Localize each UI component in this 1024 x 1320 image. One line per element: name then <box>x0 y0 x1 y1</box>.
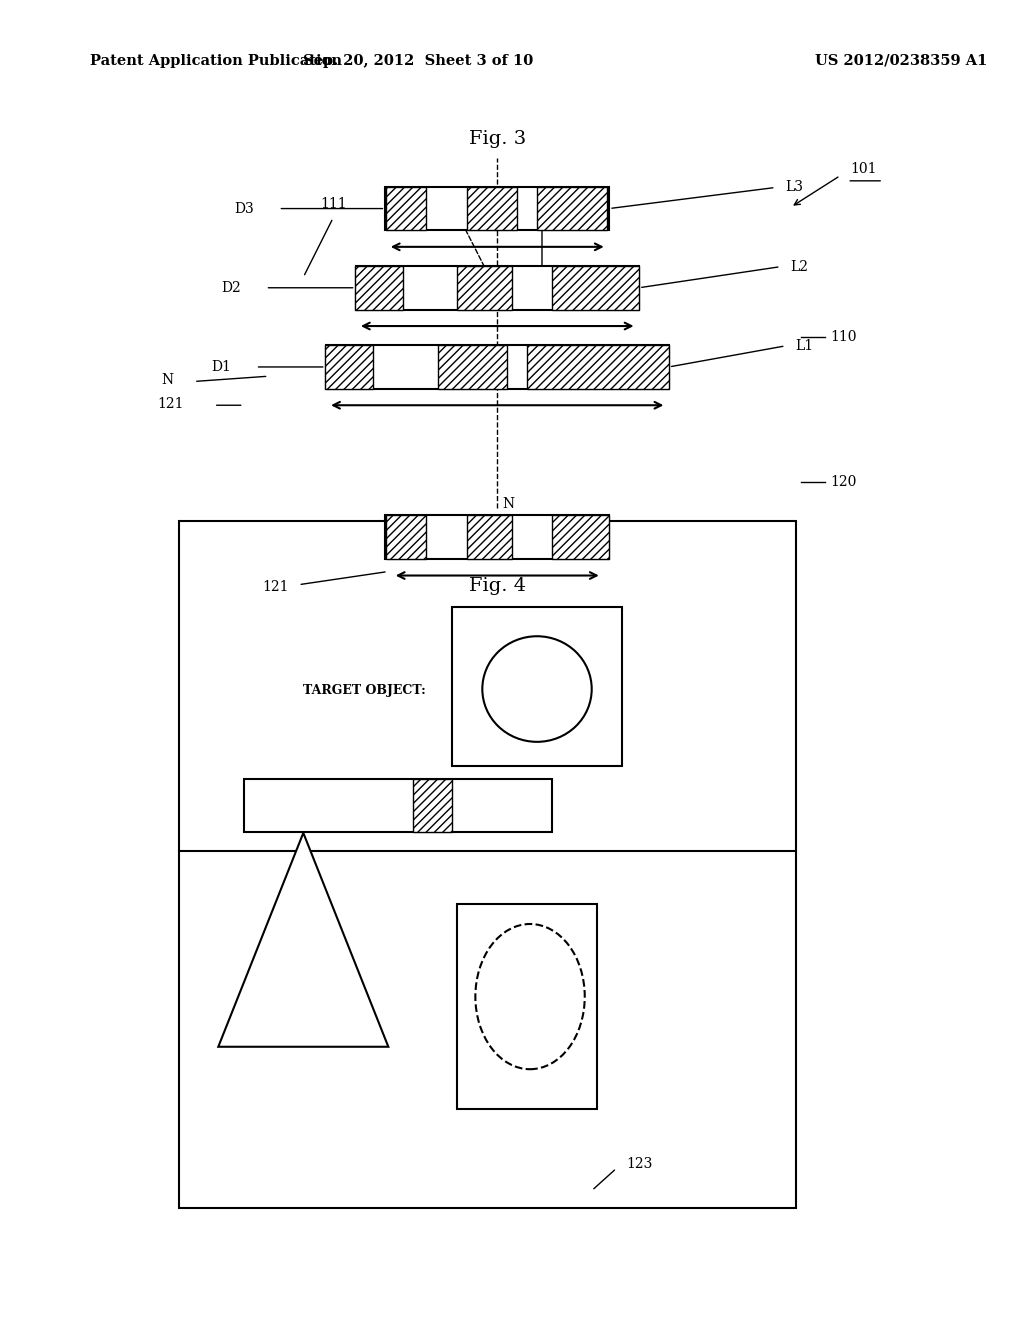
Bar <box>413 779 453 832</box>
Bar <box>326 345 373 388</box>
Bar <box>244 779 552 832</box>
Text: L3: L3 <box>785 181 804 194</box>
Bar <box>527 345 670 388</box>
Text: D3: D3 <box>233 202 254 215</box>
Bar <box>453 607 622 766</box>
Polygon shape <box>218 833 388 1047</box>
Bar <box>458 267 512 309</box>
Bar <box>179 521 796 1208</box>
Bar <box>467 515 512 560</box>
Text: D2: D2 <box>221 281 241 294</box>
Bar <box>527 345 670 388</box>
Bar <box>437 345 507 388</box>
Text: 120: 120 <box>830 475 857 488</box>
Bar <box>552 267 639 309</box>
Bar <box>467 186 517 230</box>
Ellipse shape <box>482 636 592 742</box>
Text: 110: 110 <box>830 330 857 343</box>
Bar <box>537 186 606 230</box>
Bar <box>385 186 609 230</box>
Bar <box>437 345 507 388</box>
Text: 101: 101 <box>850 162 877 176</box>
Text: Fig. 4: Fig. 4 <box>469 577 525 595</box>
Text: 113: 113 <box>439 194 466 209</box>
Text: 111: 111 <box>319 197 346 211</box>
Text: Patent Application Publication: Patent Application Publication <box>89 54 341 67</box>
Text: N: N <box>502 498 514 511</box>
Bar <box>386 515 426 560</box>
Text: 121: 121 <box>158 397 184 411</box>
Bar <box>552 515 608 560</box>
Text: TARGET OBJECT:: TARGET OBJECT: <box>303 684 426 697</box>
Bar <box>552 267 639 309</box>
Text: 112: 112 <box>528 194 555 209</box>
Bar <box>413 779 453 832</box>
Bar <box>386 186 426 230</box>
Bar <box>355 267 402 309</box>
Bar <box>385 515 609 560</box>
Text: 123: 123 <box>627 1158 653 1171</box>
Bar <box>458 267 512 309</box>
Text: Sep. 20, 2012  Sheet 3 of 10: Sep. 20, 2012 Sheet 3 of 10 <box>302 54 532 67</box>
Bar <box>467 186 517 230</box>
Text: L2: L2 <box>791 260 809 273</box>
Text: D1: D1 <box>211 360 230 374</box>
Bar <box>458 904 597 1109</box>
Bar <box>552 515 608 560</box>
Text: N: N <box>161 374 173 387</box>
Text: US 2012/0238359 A1: US 2012/0238359 A1 <box>815 54 988 67</box>
Bar <box>355 267 402 309</box>
Bar <box>386 515 426 560</box>
Bar <box>537 186 606 230</box>
Bar <box>326 345 669 388</box>
Text: Fig. 3: Fig. 3 <box>469 129 526 148</box>
Bar <box>386 186 426 230</box>
Bar <box>467 515 512 560</box>
Text: 121: 121 <box>262 581 289 594</box>
Bar <box>355 267 639 309</box>
Ellipse shape <box>475 924 585 1069</box>
Bar <box>326 345 373 388</box>
Text: L1: L1 <box>796 339 814 352</box>
